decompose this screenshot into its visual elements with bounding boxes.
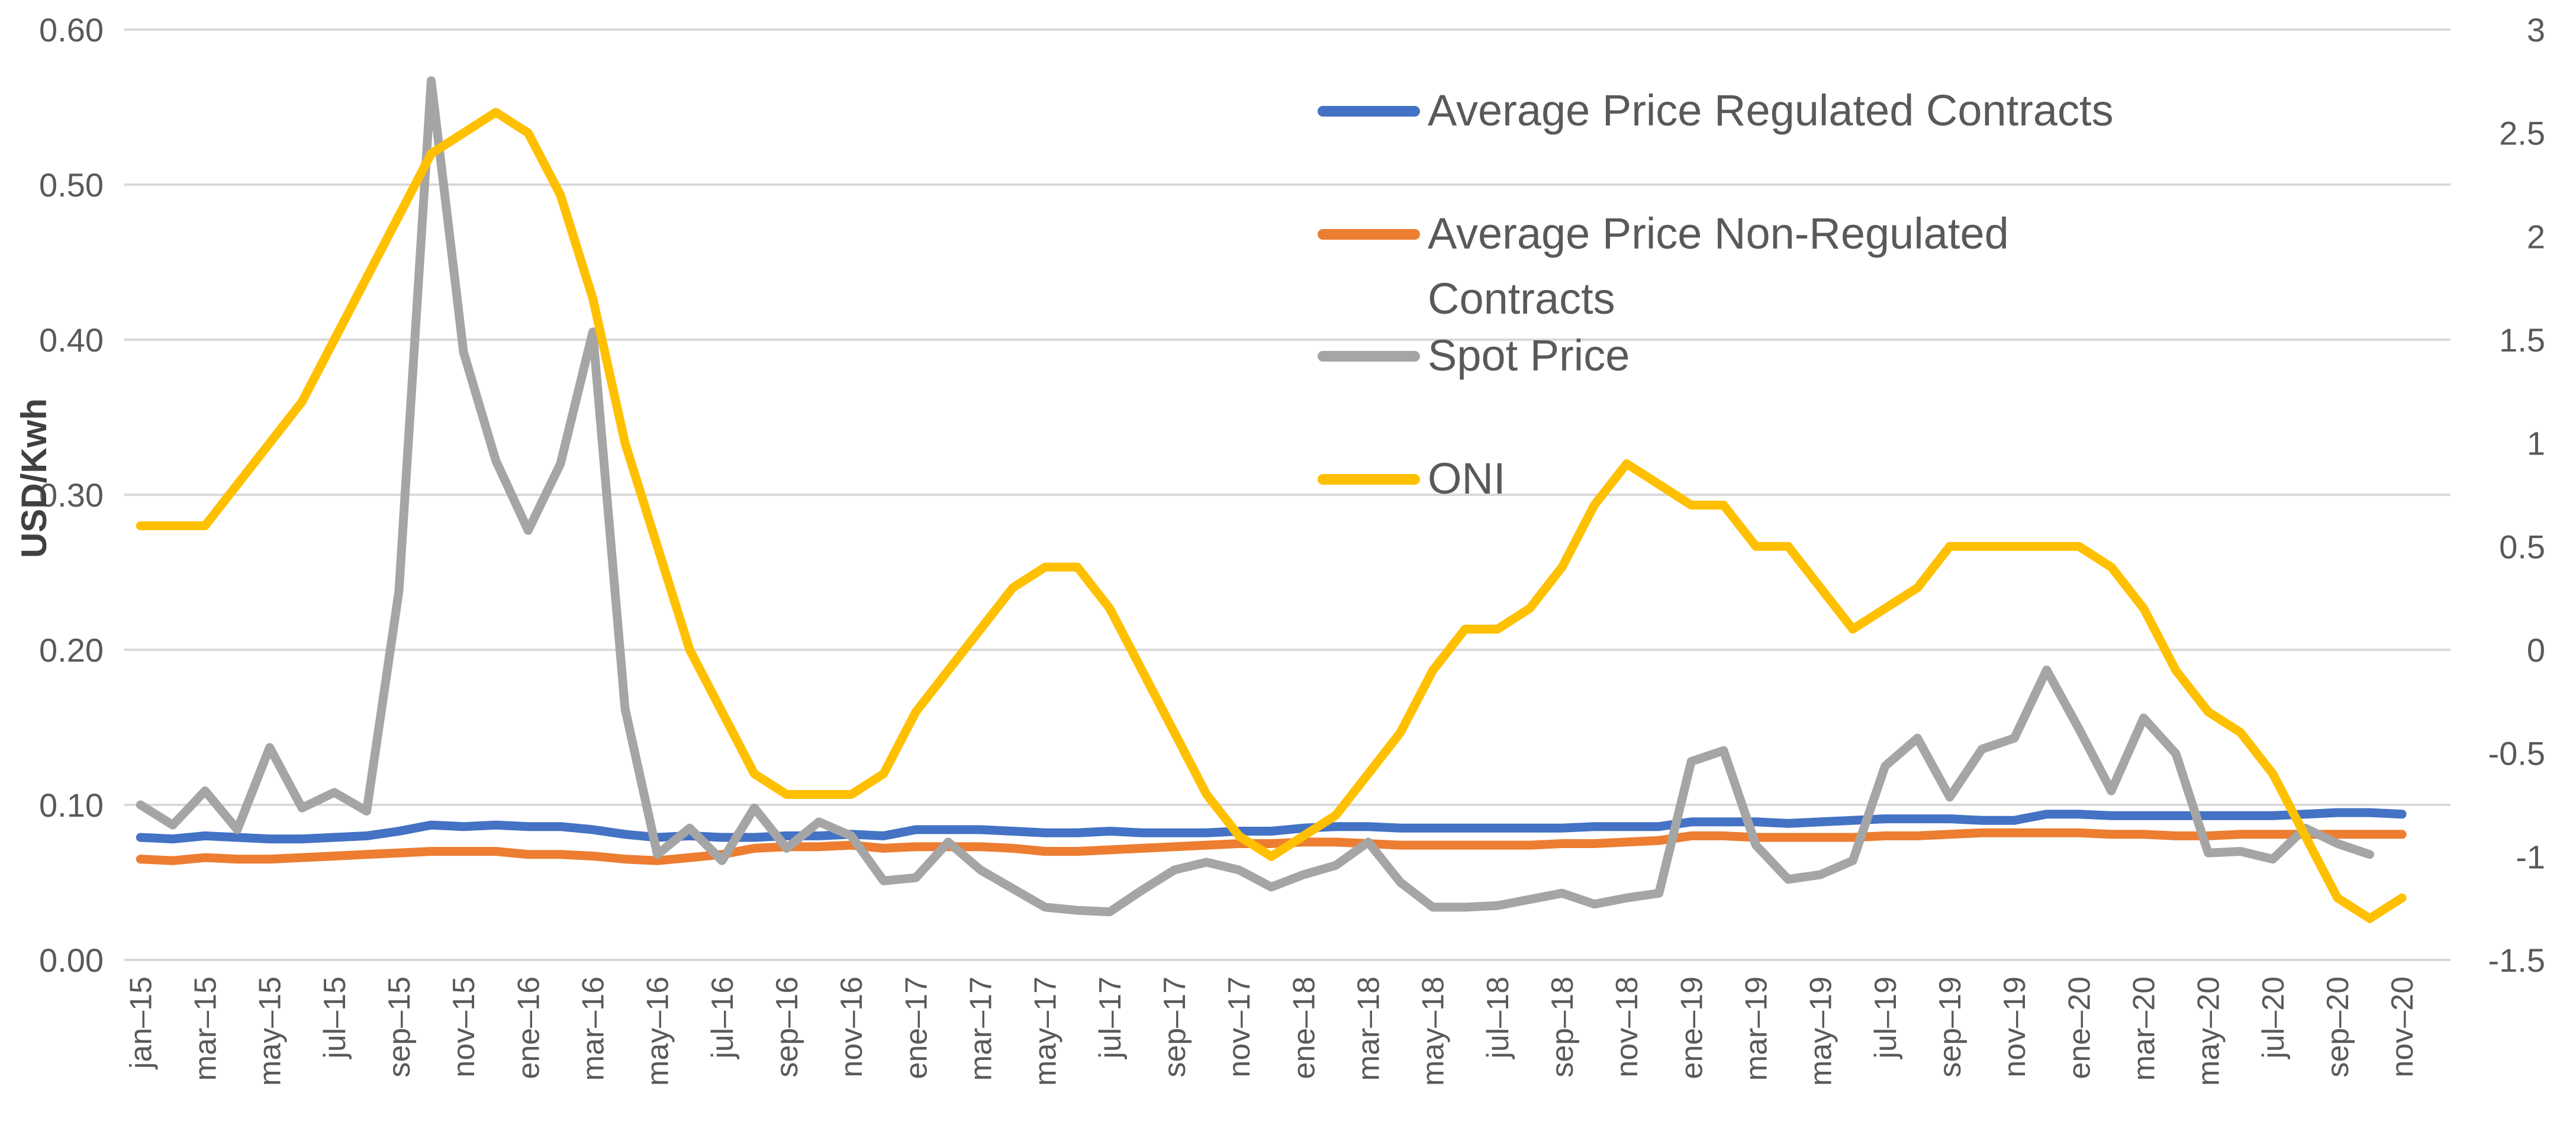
left-tick-label: 0.10 (39, 787, 104, 824)
left-tick-label: 0.30 (39, 476, 104, 514)
x-tick-label: ene–20 (2062, 976, 2097, 1079)
x-tick-label: mar–20 (2127, 976, 2161, 1081)
legend: Average Price Regulated Contracts Averag… (1318, 86, 2114, 503)
right-tick-label: 0 (2527, 631, 2545, 669)
x-tick-label: ene–18 (1287, 976, 1321, 1079)
x-tick-label: may–20 (2192, 976, 2226, 1086)
x-tick-label: sep–17 (1158, 976, 1192, 1078)
x-tick-label: sep–15 (382, 976, 417, 1078)
series-line-oni (136, 108, 2407, 923)
legend-label-spot: Spot Price (1428, 331, 1630, 380)
left-tick-label: 0.50 (39, 166, 104, 204)
legend-label-oni: ONI (1428, 454, 1506, 503)
x-tick-label: jan–15 (124, 976, 158, 1070)
series-line-regulated (136, 808, 2407, 844)
x-tick-label: may–19 (1804, 976, 1838, 1086)
left-tick-label: 0.40 (39, 321, 104, 359)
x-tick-label: ene–19 (1675, 976, 1709, 1079)
x-tick-label: nov–18 (1610, 976, 1644, 1078)
x-tick-label: nov–19 (1998, 976, 2032, 1078)
x-tick-label: may–16 (641, 976, 675, 1086)
x-tick-label: sep–20 (2321, 976, 2355, 1078)
gridlines (124, 28, 2451, 961)
x-tick-label: nov–20 (2385, 976, 2420, 1078)
right-tick-label: 2 (2527, 218, 2545, 255)
x-tick-label: mar–18 (1351, 976, 1386, 1081)
right-tick-label: -1.5 (2488, 942, 2546, 979)
x-tick-label: jul–16 (706, 976, 740, 1060)
x-tick-label: nov–17 (1222, 976, 1257, 1078)
x-tick-label: sep–19 (1933, 976, 1968, 1078)
x-tick-label: sep–18 (1545, 976, 1580, 1078)
x-tick-label: mar–16 (576, 976, 610, 1081)
left-axis-tick-labels: 0.00 0.10 0.20 0.30 0.40 0.50 0.60 (39, 11, 104, 979)
legend-label-nonregulated-line2: Contracts (1428, 274, 1615, 323)
right-tick-label: 1.5 (2499, 321, 2545, 359)
x-tick-label: mar–15 (188, 976, 223, 1081)
x-tick-label: jul–19 (1869, 976, 1903, 1060)
x-tick-label: mar–17 (964, 976, 998, 1081)
legend-label-nonregulated: Average Price Non-Regulated (1428, 209, 2009, 258)
x-tick-label: jul–15 (318, 976, 352, 1060)
right-tick-label: 3 (2527, 11, 2545, 49)
series-line-nonregulated (136, 828, 2407, 865)
series-line-spot (136, 76, 2374, 917)
left-tick-label: 0.20 (39, 631, 104, 669)
left-tick-label: 0.60 (39, 11, 104, 49)
right-tick-label: -0.5 (2488, 735, 2546, 772)
x-axis-tick-labels: jan–15 mar–15 may–15 jul–15 sep–15 nov–15 ene–… (124, 976, 2420, 1086)
x-tick-label: may–15 (253, 976, 288, 1086)
x-tick-label: nov–16 (835, 976, 869, 1078)
right-axis-tick-labels: -1.5 -1 -0.5 0 0.5 1 1.5 2 2.5 3 (2488, 11, 2546, 979)
right-tick-label: 0.5 (2499, 528, 2545, 565)
x-tick-label: nov–15 (447, 976, 481, 1078)
x-tick-label: jul–17 (1093, 976, 1128, 1060)
legend-label-regulated: Average Price Regulated Contracts (1428, 86, 2114, 135)
x-tick-label: may–18 (1416, 976, 1451, 1086)
right-tick-label: 1 (2527, 425, 2545, 462)
x-tick-label: may–17 (1029, 976, 1063, 1086)
x-tick-label: mar–19 (1739, 976, 1773, 1081)
series-lines (136, 76, 2407, 923)
y-axis-title: USD/Kwh (14, 398, 54, 558)
right-tick-label: 2.5 (2499, 115, 2545, 152)
right-tick-label: -1 (2516, 838, 2545, 875)
x-tick-label: sep–16 (770, 976, 804, 1078)
x-tick-label: ene–16 (511, 976, 546, 1079)
x-tick-label: jul–18 (1481, 976, 1515, 1060)
x-tick-label: jul–20 (2256, 976, 2291, 1060)
left-tick-label: 0.00 (39, 942, 104, 979)
x-tick-label: ene–17 (899, 976, 933, 1079)
